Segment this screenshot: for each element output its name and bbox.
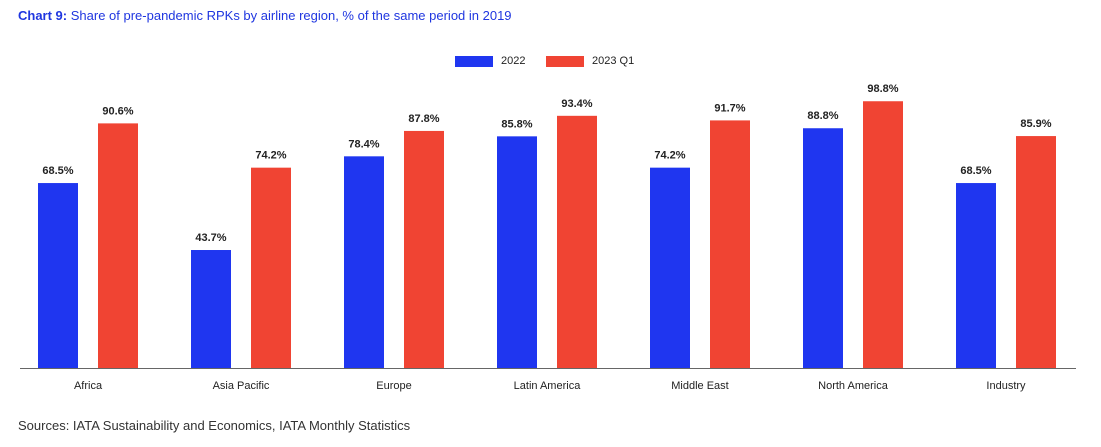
- data-label-asia-pacific-2023-q1: 74.2%: [255, 150, 286, 162]
- data-label-north-america-2022: 88.8%: [807, 110, 838, 122]
- source-note: Sources: IATA Sustainability and Economi…: [18, 418, 411, 433]
- x-tick-label-asia-pacific: Asia Pacific: [213, 380, 270, 392]
- bar-middle-east-2022: [650, 167, 690, 368]
- x-tick-label-industry: Industry: [986, 380, 1026, 392]
- data-label-latin-america-2022: 85.8%: [501, 118, 532, 130]
- data-label-europe-2022: 78.4%: [348, 138, 379, 150]
- bar-middle-east-2023-q1: [710, 120, 750, 368]
- data-label-africa-2023-q1: 90.6%: [102, 105, 133, 117]
- legend-label-2023-q1: 2023 Q1: [592, 55, 635, 67]
- bar-latin-america-2023-q1: [557, 115, 597, 368]
- legend-swatch-2022: [455, 55, 493, 67]
- legend-label-2022: 2022: [501, 55, 526, 67]
- bar-asia-pacific-2023-q1: [251, 167, 291, 368]
- x-tick-label-europe: Europe: [376, 380, 411, 392]
- bar-industry-2022: [956, 183, 996, 368]
- data-label-latin-america-2023-q1: 93.4%: [561, 98, 592, 110]
- chart-title: Chart 9: Share of pre-pandemic RPKs by a…: [18, 8, 512, 23]
- data-label-north-america-2023-q1: 98.8%: [867, 83, 898, 95]
- chart-title-lead: Chart 9:: [18, 8, 68, 23]
- data-label-africa-2022: 68.5%: [42, 165, 73, 177]
- bar-africa-2022: [38, 183, 78, 368]
- data-label-industry-2023-q1: 85.9%: [1020, 118, 1051, 130]
- x-tick-label-middle-east: Middle East: [671, 380, 728, 392]
- legend-item-2022: 2022: [455, 53, 525, 69]
- data-label-europe-2023-q1: 87.8%: [408, 113, 439, 125]
- chart-title-text: Share of pre-pandemic RPKs by airline re…: [67, 8, 512, 23]
- data-label-middle-east-2023-q1: 91.7%: [714, 102, 745, 114]
- x-tick-label-africa: Africa: [74, 380, 103, 392]
- data-label-middle-east-2022: 74.2%: [654, 150, 685, 162]
- bar-industry-2023-q1: [1016, 136, 1056, 368]
- x-tick-label-north-america: North America: [818, 380, 889, 392]
- x-tick-label-latin-america: Latin America: [514, 380, 582, 392]
- bar-europe-2023-q1: [404, 130, 444, 368]
- data-label-asia-pacific-2022: 43.7%: [195, 232, 226, 244]
- legend: 2022 2023 Q1: [0, 53, 1101, 69]
- bar-africa-2023-q1: [98, 123, 138, 368]
- bar-north-america-2023-q1: [863, 101, 903, 369]
- legend-swatch-2023-q1: [546, 55, 584, 67]
- legend-item-2023-q1: 2023 Q1: [546, 53, 634, 69]
- bar-europe-2022: [344, 156, 384, 368]
- bar-north-america-2022: [803, 128, 843, 368]
- bar-latin-america-2022: [497, 136, 537, 368]
- data-label-industry-2022: 68.5%: [960, 165, 991, 177]
- bar-asia-pacific-2022: [191, 250, 231, 368]
